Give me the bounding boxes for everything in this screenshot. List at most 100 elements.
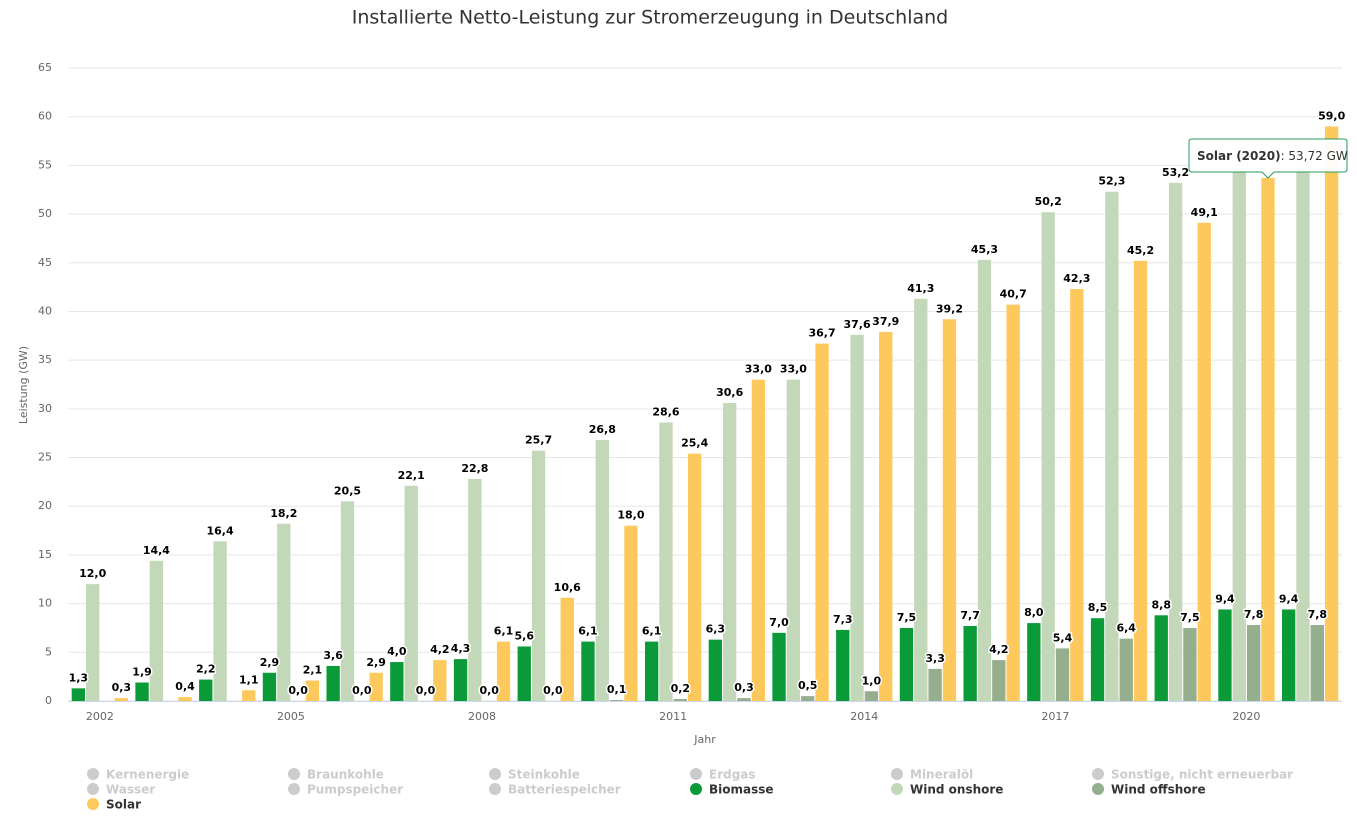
- legend-item[interactable]: Batteriespeicher: [489, 783, 621, 797]
- data-label: 6,3: [706, 623, 726, 636]
- bar: [199, 679, 213, 701]
- legend-item[interactable]: Kernenergie: [87, 768, 189, 782]
- data-label: 0,4: [175, 680, 195, 693]
- data-label: 9,4: [1215, 592, 1235, 605]
- data-label: 2,9: [260, 656, 280, 669]
- bar: [659, 422, 673, 701]
- data-label: 7,7: [960, 609, 980, 622]
- bar: [178, 697, 192, 701]
- bar: [751, 379, 766, 701]
- x-tick-label: 2002: [86, 710, 114, 723]
- legend-label: Erdgas: [709, 768, 756, 782]
- bar: [708, 639, 723, 701]
- bar: [1154, 615, 1168, 701]
- legend-marker: [288, 768, 300, 780]
- data-label: 40,7: [1000, 288, 1027, 301]
- bar: [1006, 304, 1020, 701]
- legend-label: Sonstige, nicht erneuerbar: [1111, 768, 1293, 782]
- bar: [914, 298, 928, 701]
- bar: [433, 660, 447, 701]
- data-label: 4,0: [387, 645, 407, 658]
- bar: [1310, 625, 1324, 701]
- data-label: 7,0: [769, 616, 789, 629]
- data-label: 45,2: [1127, 244, 1154, 257]
- legend-item[interactable]: Braunkohle: [288, 768, 384, 782]
- legend-marker: [87, 783, 99, 795]
- data-label: 4,2: [430, 643, 450, 656]
- data-label: 18,2: [270, 507, 297, 520]
- bar: [772, 632, 786, 701]
- legend-item[interactable]: Erdgas: [690, 768, 756, 782]
- legend-item[interactable]: Solar: [87, 798, 141, 812]
- legend-item[interactable]: Wind onshore: [891, 783, 1003, 797]
- data-label: 1,1: [239, 673, 259, 686]
- data-label: 3,3: [925, 652, 945, 665]
- legend-label: Kernenergie: [106, 768, 189, 782]
- tooltip-value: : 53,72 GW: [1281, 149, 1348, 163]
- data-label: 52,3: [1098, 175, 1125, 188]
- data-label: 28,6: [652, 405, 679, 418]
- legend-item[interactable]: Biomasse: [690, 783, 774, 797]
- data-label: 59,0: [1318, 109, 1345, 122]
- data-label: 50,2: [1035, 195, 1062, 208]
- bar: [1090, 618, 1105, 701]
- bar: [1168, 182, 1183, 702]
- data-label: 22,8: [461, 462, 488, 475]
- x-tick-label: 2011: [659, 710, 687, 723]
- legend-item[interactable]: Wasser: [87, 783, 155, 797]
- bar: [1105, 191, 1119, 701]
- bar: [864, 691, 879, 701]
- y-tick-label: 35: [38, 353, 52, 366]
- data-label: 6,1: [642, 625, 662, 638]
- legend-item[interactable]: Mineralöl: [891, 768, 973, 782]
- y-tick-label: 55: [38, 158, 52, 171]
- y-tick-label: 5: [45, 645, 52, 658]
- bar: [326, 665, 340, 701]
- data-label: 9,4: [1279, 592, 1299, 605]
- bar: [114, 698, 129, 701]
- bar: [149, 560, 164, 701]
- bar: [595, 440, 609, 701]
- data-label: 0,1: [607, 683, 627, 696]
- tooltip-text: Solar (2020): 53,72 GW: [1197, 149, 1348, 163]
- bar: [1055, 648, 1070, 701]
- legend-item[interactable]: Sonstige, nicht erneuerbar: [1092, 768, 1293, 782]
- bar: [1070, 289, 1084, 701]
- legend-item[interactable]: Steinkohle: [489, 768, 580, 782]
- bar: [687, 453, 702, 701]
- bar: [86, 584, 100, 701]
- bar: [977, 259, 992, 701]
- bar: [369, 672, 383, 701]
- data-label: 18,0: [617, 509, 644, 522]
- x-axis-title: Jahr: [693, 733, 716, 746]
- data-label: 6,4: [1116, 622, 1136, 635]
- legend-label: Wind onshore: [910, 783, 1003, 797]
- legend-item[interactable]: Wind offshore: [1092, 783, 1206, 797]
- legend-marker: [288, 783, 300, 795]
- data-label: 0,0: [479, 684, 499, 697]
- data-label: 4,2: [989, 643, 1009, 656]
- data-label: 22,1: [398, 469, 425, 482]
- data-label: 0,3: [734, 681, 754, 694]
- legend-label: Steinkohle: [508, 768, 580, 782]
- bar: [135, 682, 149, 701]
- bar: [644, 641, 659, 701]
- legend-item[interactable]: Pumpspeicher: [288, 783, 403, 797]
- bar: [1281, 609, 1296, 701]
- legend-label: Biomasse: [709, 783, 774, 797]
- legend-label: Pumpspeicher: [307, 783, 403, 797]
- bar: [624, 525, 638, 701]
- legend-label: Wasser: [106, 783, 155, 797]
- data-label: 33,0: [745, 363, 772, 376]
- bar: [942, 319, 957, 701]
- data-label: 42,3: [1063, 272, 1090, 285]
- data-label: 53,2: [1162, 166, 1189, 179]
- bar: [1041, 212, 1055, 702]
- bar: [1027, 623, 1041, 701]
- data-label: 6,1: [578, 625, 598, 638]
- legend-marker: [1092, 783, 1104, 795]
- data-label: 2,9: [366, 656, 386, 669]
- data-label: 7,8: [1244, 608, 1264, 621]
- bar: [404, 485, 418, 701]
